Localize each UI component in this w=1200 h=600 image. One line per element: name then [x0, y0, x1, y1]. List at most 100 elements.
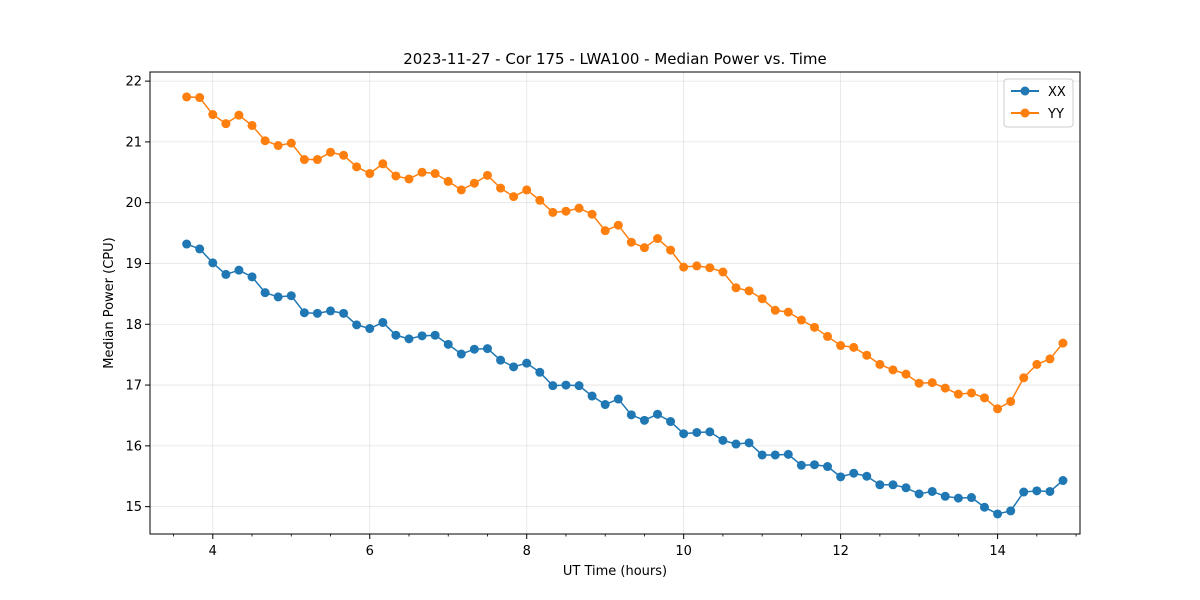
data-point-yy — [417, 167, 427, 177]
data-point-xx — [953, 493, 963, 503]
data-point-yy — [796, 315, 806, 325]
data-point-yy — [430, 169, 440, 179]
data-point-xx — [195, 244, 205, 254]
data-point-yy — [927, 378, 937, 388]
data-point-xx — [522, 358, 532, 368]
data-point-xx — [901, 483, 911, 493]
y-tick-label: 16 — [125, 439, 142, 454]
data-point-xx — [391, 330, 401, 340]
y-tick-label: 17 — [125, 379, 142, 394]
data-point-yy — [757, 294, 767, 304]
data-point-xx — [888, 480, 898, 490]
data-point-xx — [796, 460, 806, 470]
data-point-xx — [430, 330, 440, 340]
data-point-xx — [535, 367, 545, 377]
data-point-yy — [522, 185, 532, 195]
data-point-yy — [993, 404, 1003, 414]
data-point-xx — [639, 415, 649, 425]
data-point-yy — [979, 393, 989, 403]
data-point-xx — [783, 449, 793, 459]
data-point-yy — [744, 286, 754, 296]
data-point-yy — [810, 322, 819, 332]
legend-yy-marker — [1020, 108, 1030, 118]
data-point-xx — [862, 471, 872, 481]
data-point-yy — [613, 220, 623, 230]
data-point-yy — [1019, 373, 1029, 383]
data-point-yy — [561, 206, 571, 216]
data-point-yy — [770, 305, 780, 315]
data-point-xx — [378, 317, 388, 327]
data-point-yy — [653, 234, 663, 244]
data-point-xx — [666, 417, 676, 427]
data-point-yy — [574, 203, 584, 213]
data-point-xx — [718, 435, 728, 445]
data-point-xx — [561, 380, 571, 390]
data-point-yy — [587, 209, 597, 219]
y-tick-label: 20 — [125, 196, 142, 211]
data-point-yy — [391, 171, 401, 181]
axis-ticks: 4 6 8 10 12 14 15 16 17 18 19 20 21 22 — [125, 75, 1077, 559]
series-layer — [182, 92, 1068, 519]
x-tick-label: 4 — [209, 544, 217, 559]
data-point-xx — [221, 269, 231, 279]
chart-title: 2023-11-27 - Cor 175 - LWA100 - Median P… — [403, 50, 827, 68]
data-point-yy — [482, 170, 492, 180]
data-point-xx — [456, 349, 466, 359]
data-point-yy — [312, 155, 322, 165]
data-point-yy — [443, 176, 453, 186]
data-point-xx — [247, 272, 257, 282]
data-point-yy — [509, 192, 519, 202]
data-point-xx — [312, 308, 322, 318]
data-point-yy — [731, 283, 741, 293]
legend-yy-label: YY — [1047, 107, 1064, 122]
grid — [150, 72, 1080, 534]
data-point-xx — [286, 291, 296, 301]
data-point-xx — [1058, 476, 1068, 486]
data-point-yy — [1045, 354, 1055, 364]
data-point-yy — [1032, 359, 1042, 369]
data-point-xx — [574, 381, 584, 391]
data-point-xx — [757, 450, 767, 460]
data-point-yy — [352, 162, 362, 172]
data-point-xx — [548, 381, 558, 391]
data-point-yy — [365, 169, 375, 179]
data-point-yy — [692, 261, 702, 271]
data-point-yy — [378, 159, 388, 169]
data-point-xx — [1032, 486, 1042, 496]
data-point-xx — [1006, 506, 1016, 516]
data-point-xx — [1019, 487, 1029, 497]
x-tick-label: 6 — [366, 544, 374, 559]
data-point-xx — [731, 439, 741, 449]
data-point-yy — [679, 262, 689, 272]
data-point-yy — [718, 267, 728, 277]
data-point-xx — [587, 391, 597, 401]
y-tick-label: 19 — [125, 257, 142, 272]
legend-xx-label: XX — [1048, 85, 1066, 100]
y-tick-label: 21 — [125, 135, 142, 150]
data-point-yy — [456, 185, 466, 195]
data-point-xx — [273, 292, 283, 302]
data-point-xx — [469, 344, 479, 354]
data-point-xx — [849, 468, 859, 478]
data-point-yy — [182, 92, 192, 102]
legend: XX YY — [1003, 78, 1074, 128]
data-point-xx — [940, 491, 950, 501]
y-axis-label: Median Power (CPU) — [102, 237, 117, 368]
data-point-yy — [496, 183, 506, 193]
data-point-xx — [875, 480, 885, 490]
data-point-xx — [927, 486, 937, 496]
data-point-xx — [836, 472, 846, 482]
data-point-xx — [692, 427, 702, 437]
data-point-xx — [182, 239, 192, 249]
data-point-xx — [404, 334, 414, 344]
data-point-yy — [195, 93, 205, 103]
data-point-xx — [482, 344, 492, 354]
data-point-xx — [744, 438, 754, 448]
data-point-xx — [613, 394, 623, 404]
data-point-xx — [417, 331, 427, 341]
data-point-xx — [234, 265, 244, 275]
x-tick-label: 10 — [675, 544, 692, 559]
data-point-xx — [979, 502, 989, 512]
data-point-yy — [901, 369, 911, 379]
